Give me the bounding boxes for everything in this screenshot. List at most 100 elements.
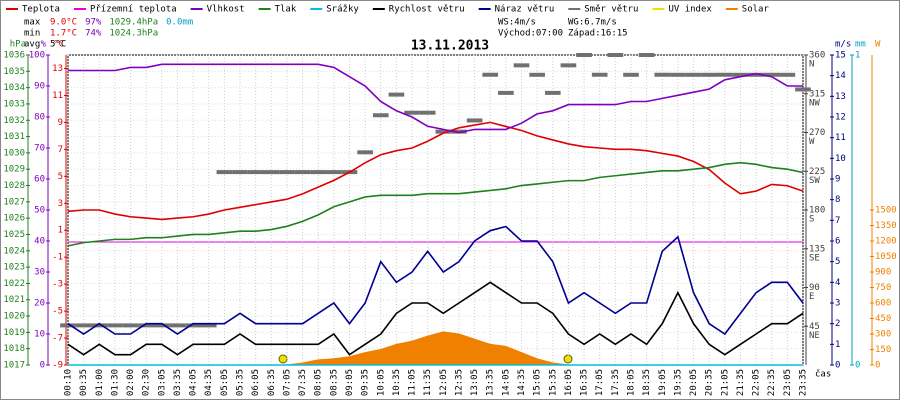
series-line — [67, 121, 804, 221]
x-tick-label: 06:05 — [251, 369, 261, 396]
compass-label: N — [809, 60, 814, 70]
y-tick-label: 1033 — [3, 99, 25, 109]
y-tick-label: 1026 — [3, 214, 25, 224]
legend-label: Náraz větru — [495, 5, 555, 15]
y-tick-label: 70 — [34, 144, 45, 154]
sunrise-stat: Východ:07:00 — [498, 29, 563, 39]
chart-title: 13.11.2013 — [411, 39, 489, 54]
x-tick-label: 02:30 — [142, 369, 152, 396]
y-tick-label: 7 — [835, 216, 840, 226]
y-tick-label: 0 — [40, 361, 45, 371]
compass-label: SW — [809, 176, 820, 186]
x-tick-label: 21:35 — [736, 369, 746, 396]
y-tick-label: 1025 — [3, 230, 25, 240]
stat-value: 0.0mm — [166, 18, 193, 28]
axis-unit: W — [875, 40, 881, 50]
y-tick-label: 1035 — [3, 67, 25, 77]
stat-value: 1024.3hPa — [109, 29, 158, 39]
stat-value: 74% — [85, 29, 102, 39]
y-tick-label: 10 — [835, 154, 846, 164]
y-tick-label: 135 — [809, 244, 825, 254]
y-tick-label: 1032 — [3, 116, 25, 126]
y-tick-label: 1500 — [875, 206, 897, 216]
legend-label: Směr větru — [584, 5, 638, 15]
y-tick-label: 1027 — [3, 197, 25, 207]
sunrise-marker — [278, 354, 288, 364]
stat-value: 1029.4hPa — [109, 18, 158, 28]
x-tick-label: 15:05 — [533, 369, 543, 396]
x-tick-label: 23:35 — [799, 369, 809, 396]
y-tick-label: 1023 — [3, 263, 25, 273]
y-tick-label: 1017 — [3, 361, 25, 371]
stat-label: avg — [24, 40, 40, 50]
y-tick-label: 1022 — [3, 279, 25, 289]
y-tick-label: 15 — [835, 51, 846, 61]
x-tick-label: 23:05 — [783, 369, 793, 396]
x-tick-label: 11:35 — [423, 369, 433, 396]
y-tick-label: 4 — [835, 278, 840, 288]
legend-label: Přízemní teplota — [90, 5, 177, 15]
y-tick-label: 300 — [875, 330, 891, 340]
y-tick-label: 1031 — [3, 132, 25, 142]
y-tick-label: 1021 — [3, 295, 25, 305]
x-tick-label: 15:35 — [548, 369, 558, 396]
y-tick-label: 1029 — [3, 165, 25, 175]
y-tick-label: 14 — [835, 71, 846, 81]
legend-label: Teplota — [22, 5, 60, 15]
axis-unit: hPa — [10, 40, 26, 50]
wind-speed-stat: WS:4m/s — [498, 18, 536, 28]
y-tick-label: 50 — [34, 206, 45, 216]
legend-label: Vlhkost — [207, 5, 245, 15]
x-tick-label: 21:05 — [720, 369, 730, 396]
y-tick-label: 20 — [34, 299, 45, 309]
compass-label: SE — [809, 253, 820, 263]
x-tick-label: 10:05 — [376, 369, 386, 396]
y-tick-label: 1028 — [3, 181, 25, 191]
stat-value: 5°C — [50, 40, 66, 50]
x-tick-label: 01:00 — [95, 369, 105, 396]
x-tick-label: 22:35 — [767, 369, 777, 396]
y-tick-label: 40 — [34, 237, 45, 247]
x-tick-label: 03:05 — [157, 369, 167, 396]
y-tick-label: 12 — [835, 113, 846, 123]
x-tick-label: 05:35 — [236, 369, 246, 396]
y-tick-label: 360 — [809, 51, 825, 61]
x-tick-label: 07:35 — [298, 369, 308, 396]
x-tick-label: 18:35 — [642, 369, 652, 396]
y-tick-label: 10 — [34, 330, 45, 340]
y-tick-label: 100 — [29, 51, 45, 61]
x-tick-label: 14:35 — [517, 369, 527, 396]
series-line — [67, 161, 804, 247]
x-tick-label: 09:05 — [345, 369, 355, 396]
sunset-stat: Západ:16:15 — [568, 29, 628, 39]
y-tick-label: 90 — [34, 82, 45, 92]
y-tick-label: 1200 — [875, 237, 897, 247]
x-tick-label: 09:35 — [361, 369, 371, 396]
x-tick-label: 00:35 — [79, 369, 89, 396]
x-tick-label: 17:35 — [611, 369, 621, 396]
x-tick-label: 16:35 — [580, 369, 590, 396]
y-tick-label: 90 — [809, 283, 820, 293]
legend-label: Rychlost větru — [389, 5, 465, 15]
axis-unit: % — [41, 40, 47, 50]
y-tick-label: 13 — [52, 64, 63, 74]
y-tick-label: 9 — [835, 175, 840, 185]
x-tick-label: 14:05 — [501, 369, 511, 396]
x-tick-label: 13:05 — [470, 369, 480, 396]
y-tick-label: 2 — [835, 319, 840, 329]
legend-label: Tlak — [275, 5, 297, 15]
x-tick-label: 01:30 — [110, 369, 120, 396]
stat-value: 1.7°C — [50, 29, 77, 39]
x-tick-label: 02:00 — [126, 369, 136, 396]
y-tick-label: 9 — [58, 118, 63, 128]
legend: Teplota Přízemní teplota Vlhkost Tlak Srážky… — [6, 5, 769, 15]
axis-unit: mm — [855, 40, 866, 50]
x-tick-label: 08:35 — [329, 369, 339, 396]
y-tick-label: 0 — [835, 361, 840, 371]
x-axis-label: čas — [815, 369, 831, 380]
series-line — [67, 225, 804, 336]
y-tick-label: 1024 — [3, 246, 25, 256]
y-tick-label: 0 — [875, 361, 880, 371]
x-tick-label: 19:35 — [673, 369, 683, 396]
